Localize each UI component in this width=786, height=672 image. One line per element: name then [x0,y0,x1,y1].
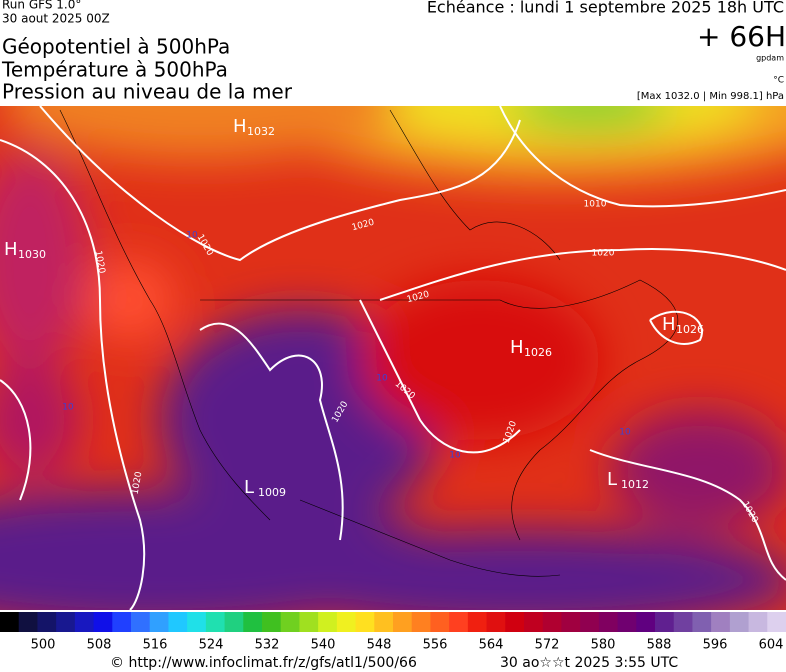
colorbar-swatch [767,612,786,632]
colorbar-tick-label: 516 [143,638,168,653]
colorbar-swatch [355,612,375,632]
run-date: 30 aout 2025 00Z [2,12,110,26]
pressure-center-kind: H [4,239,18,260]
isotherm-label: 10 [376,374,388,384]
isobar-label: 1020 [592,249,615,259]
isotherm-label: 10 [449,451,461,461]
colorbar-swatch [636,612,656,632]
colorbar-tick-label: 604 [759,638,784,653]
colorbar-swatch [336,612,357,632]
temperature-field [0,106,786,610]
pressure-center-value: 1026 [676,323,704,336]
colorbar-swatch [542,612,562,632]
pressure-center-value: 1026 [524,346,552,359]
field-title: Géopotentiel à 500hPa [2,35,230,59]
colorbar-tick-label: 596 [703,638,728,653]
forecast-time: Échéance : lundi 1 septembre 2025 18h UT… [427,0,784,17]
pressure-center-value: 1032 [247,125,275,138]
isobar-label: 1020 [131,471,145,496]
colorbar-tick-label: 548 [367,638,392,653]
colorbar: 500 508 516 524 532 540 548 556 564 572 580 588 596 6… [0,612,786,653]
colorbar-tick-label: 588 [647,638,672,653]
colorbar-swatch [711,612,731,632]
colorbar-swatch [598,612,619,632]
pressure-range: [Max 1032.0 | Min 998.1] hPa [637,91,784,102]
pressure-center-kind: H [510,337,524,358]
colorbar-swatch [692,612,712,632]
colorbar-swatch [37,612,57,632]
colorbar-tick-label: 540 [311,638,336,653]
colorbar-swatch [243,612,263,632]
unit: °C [773,76,784,86]
colorbar-swatch [729,612,750,632]
pressure-center-value: 1009 [258,486,286,499]
isotherm-label: 10 [619,428,631,438]
colorbar-swatch [580,612,600,632]
colorbar-swatch [187,612,207,632]
pressure-center-kind: H [662,314,676,335]
colorbar-swatch [393,612,413,632]
lead-time: + 66H [697,20,786,53]
generated: 30 ao☆☆t 2025 3:55 UTC [500,655,678,671]
colorbar-swatch [374,612,394,632]
colorbar-swatch [0,612,20,632]
pressure-center-kind: L [244,477,254,498]
colorbar-swatch [411,612,431,632]
colorbar-swatch [112,612,132,632]
colorbar-swatch [205,612,226,632]
colorbar-swatch [430,612,450,632]
colorbar-swatch [131,612,151,632]
map [0,106,786,610]
colorbar-swatch [449,612,469,632]
colorbar-swatch [524,612,544,632]
colorbar-swatch [486,612,506,632]
colorbar-swatch [149,612,169,632]
colorbar-swatch [262,612,282,632]
pressure-center-value: 1030 [18,248,46,261]
run: Run GFS 1.0° [2,0,81,12]
isotherm-label: 10 [186,231,198,241]
colorbar-tick-label: 556 [423,638,448,653]
field-title: Température à 500hPa [1,58,228,82]
colorbar-swatch [505,612,525,632]
pressure-center-value: 1012 [621,478,649,491]
pressure-center-kind: H [233,116,247,137]
colorbar-swatch [467,612,488,632]
colorbar-swatch [168,612,188,632]
colorbar-swatch [318,612,338,632]
colorbar-swatch [561,612,581,632]
colorbar-swatch [748,612,768,632]
colorbar-swatch [18,612,38,632]
colorbar-swatch [93,612,113,632]
colorbar-tick-label: 532 [255,638,280,653]
colorbar-swatch [74,612,95,632]
isobar-label: 1010 [584,200,607,210]
colorbar-swatch [280,612,300,632]
field-title: Pression au niveau de la mer [2,80,293,104]
colorbar-tick-label: 508 [87,638,112,653]
pressure-center-kind: L [607,469,617,490]
isobars [0,106,786,610]
colorbar-tick-label: 572 [535,638,560,653]
colorbar-swatch [224,612,244,632]
colorbar-tick-label: 500 [31,638,56,653]
colorbar-swatch [655,612,675,632]
isotherm-label: 10 [62,403,74,413]
colorbar-swatch [56,612,76,632]
colorbar-swatch [299,612,319,632]
source: © http://www.infoclimat.fr/z/gfs/atl1/50… [110,655,417,671]
isobar-label: 1020 [93,250,107,275]
colorbar-tick-label: 524 [199,638,224,653]
unit: gpdam [756,54,784,63]
colorbar-swatch [617,612,637,632]
colorbar-tick-label: 564 [479,638,504,653]
colorbar-swatch [673,612,693,632]
colorbar-tick-label: 580 [591,638,616,653]
